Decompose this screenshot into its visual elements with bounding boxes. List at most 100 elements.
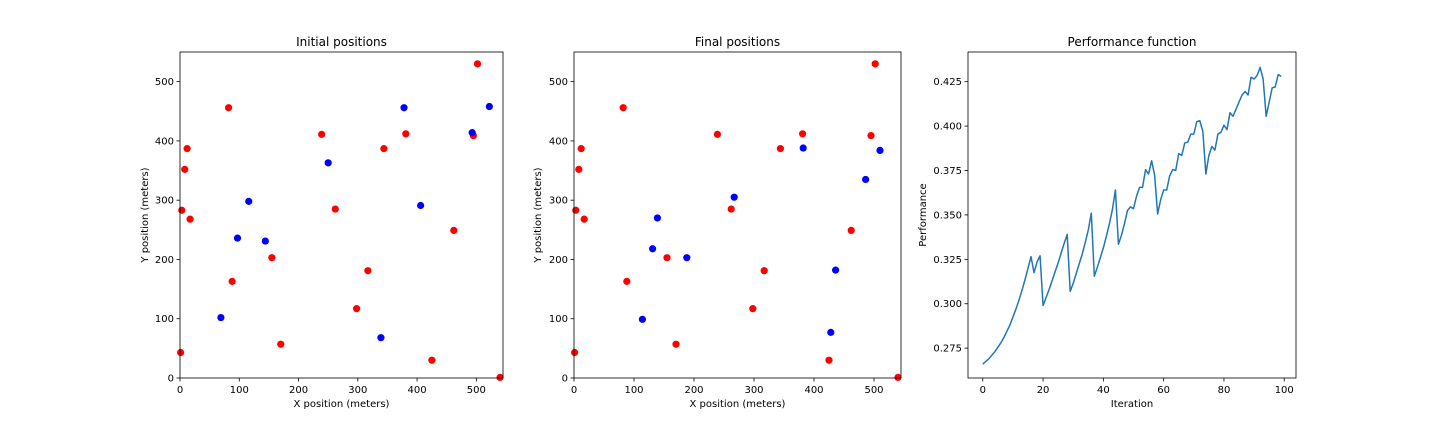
y-tick-label: 100 bbox=[155, 314, 174, 325]
scatter-point bbox=[825, 356, 833, 364]
scatter-point bbox=[468, 129, 476, 137]
chart-title: Initial positions bbox=[296, 35, 387, 49]
x-tick-label: 200 bbox=[684, 385, 703, 396]
scatter-point bbox=[876, 146, 884, 154]
scatter-point bbox=[799, 130, 807, 138]
scatter-point bbox=[575, 165, 583, 173]
x-axis-label: X position (meters) bbox=[690, 399, 786, 410]
scatter-point bbox=[364, 267, 372, 275]
y-tick-label: 500 bbox=[155, 77, 174, 88]
y-tick-label: 0.425 bbox=[933, 77, 962, 88]
x-tick-label: 60 bbox=[1157, 385, 1170, 396]
scatter-point bbox=[233, 234, 242, 242]
x-tick-label: 100 bbox=[230, 385, 249, 396]
scatter-point bbox=[623, 277, 631, 285]
scatter-point bbox=[571, 348, 579, 357]
scatter-point bbox=[672, 340, 680, 348]
scatter-point bbox=[186, 215, 194, 223]
y-tick-label: 300 bbox=[155, 196, 174, 207]
panel-initial-positions: Initial positions X position (meters) Y … bbox=[140, 35, 504, 410]
ticks-layer: 0 20 40 60 80 100 0.275 0.300 0.325 0.350 0.375 0.4… bbox=[933, 77, 1293, 396]
x-axis-label: Iteration bbox=[1111, 399, 1153, 410]
y-axis-label: Y position (meters) bbox=[533, 167, 544, 263]
ticks-layer: 0 100 200 300 400 500 0 100 200 300 400 500 bbox=[549, 77, 884, 396]
scatter-point bbox=[683, 254, 691, 262]
scatter-point bbox=[228, 277, 236, 285]
y-axis-label: Performance bbox=[918, 183, 929, 246]
scatter-point bbox=[496, 373, 504, 382]
y-tick-label: 0.275 bbox=[933, 344, 962, 355]
scatter-point bbox=[713, 130, 722, 138]
scatter-point bbox=[417, 201, 425, 210]
y-tick-label: 200 bbox=[155, 255, 174, 266]
scatter-point bbox=[832, 266, 840, 274]
scatter-point bbox=[183, 145, 191, 153]
scatter-point bbox=[867, 131, 875, 140]
y-tick-label: 200 bbox=[549, 255, 568, 266]
y-tick-label: 100 bbox=[549, 314, 568, 325]
y-tick-label: 0 bbox=[168, 374, 174, 385]
scatter-point bbox=[572, 206, 580, 214]
scatter-point bbox=[402, 130, 410, 138]
y-tick-label: 400 bbox=[549, 136, 568, 147]
plot-frame bbox=[179, 51, 504, 379]
ticks-layer: 0 100 200 300 400 500 0 100 200 300 400 500 bbox=[155, 77, 486, 396]
scatter-point bbox=[862, 175, 870, 184]
x-tick-label: 80 bbox=[1218, 385, 1231, 396]
y-tick-label: 500 bbox=[549, 77, 568, 88]
x-axis-label: X position (meters) bbox=[294, 399, 390, 410]
panel-performance-function: Performance function Iteration Performan… bbox=[918, 35, 1297, 410]
x-tick-label: 300 bbox=[744, 385, 763, 396]
scatter-point bbox=[799, 144, 807, 152]
scatter-point bbox=[400, 104, 408, 112]
scatter-point bbox=[277, 340, 285, 348]
scatter-point bbox=[485, 102, 493, 111]
scatter-point bbox=[847, 226, 855, 235]
scatter-point bbox=[450, 226, 458, 235]
x-tick-label: 0 bbox=[177, 385, 183, 396]
y-tick-label: 300 bbox=[549, 196, 568, 207]
scatter-point bbox=[649, 245, 657, 253]
panel-final-positions: Final positions X position (meters) Y po… bbox=[533, 35, 902, 410]
scatter-point bbox=[663, 254, 671, 262]
scatter-point bbox=[577, 145, 585, 153]
scatter-point bbox=[776, 145, 785, 153]
scatter-point bbox=[871, 60, 879, 68]
plot-frame bbox=[573, 51, 902, 379]
y-tick-label: 400 bbox=[155, 136, 174, 147]
scatter-point bbox=[619, 104, 627, 112]
scatter-point bbox=[324, 159, 332, 167]
chart-title: Final positions bbox=[695, 35, 780, 49]
x-tick-label: 100 bbox=[1275, 385, 1294, 396]
y-tick-label: 0.350 bbox=[933, 210, 962, 221]
scatter-point bbox=[176, 348, 185, 357]
scatter-point bbox=[760, 267, 768, 275]
x-tick-label: 100 bbox=[624, 385, 643, 396]
scatter-point bbox=[580, 215, 588, 223]
y-tick-label: 0.375 bbox=[933, 166, 962, 177]
chart-title: Performance function bbox=[1068, 35, 1197, 49]
scatter-point bbox=[653, 214, 662, 222]
scatter-point bbox=[473, 60, 482, 68]
x-tick-label: 0 bbox=[571, 385, 577, 396]
x-tick-label: 300 bbox=[348, 385, 367, 396]
scatter-point bbox=[181, 165, 189, 173]
scatter-point bbox=[245, 197, 253, 205]
x-tick-label: 200 bbox=[289, 385, 308, 396]
scatter-point bbox=[318, 130, 326, 138]
x-tick-label: 500 bbox=[864, 385, 883, 396]
scatter-point bbox=[331, 205, 339, 213]
scatter-point bbox=[380, 145, 388, 153]
scatter-point bbox=[268, 254, 276, 262]
x-tick-label: 400 bbox=[408, 385, 427, 396]
performance-line bbox=[982, 66, 1282, 365]
scatter-point bbox=[178, 206, 186, 214]
x-tick-label: 20 bbox=[1037, 385, 1050, 396]
scatter-point bbox=[353, 305, 361, 313]
scatter-point bbox=[894, 373, 902, 382]
x-tick-label: 40 bbox=[1097, 385, 1110, 396]
x-tick-label: 500 bbox=[467, 385, 486, 396]
scatter-point bbox=[261, 237, 269, 245]
